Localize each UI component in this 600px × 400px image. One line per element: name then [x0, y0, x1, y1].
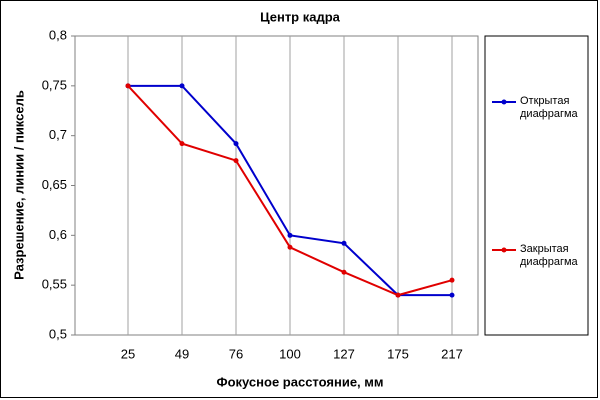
y-tick-label: 0,65 [42, 177, 67, 192]
y-tick-label: 0,75 [42, 77, 67, 92]
data-point [341, 240, 347, 246]
data-point [125, 83, 131, 89]
x-tick-label: 100 [279, 346, 301, 361]
legend-label: Открытая диафрагма [520, 95, 578, 120]
data-point [233, 158, 239, 164]
y-tick-label: 0,5 [49, 326, 67, 341]
x-tick-label: 127 [333, 346, 355, 361]
legend-marker [501, 247, 507, 253]
y-axis-label: Разрешение, линии / пиксель [11, 90, 26, 280]
data-point [233, 141, 239, 147]
y-tick-label: 0,7 [49, 127, 67, 142]
x-tick-label: 25 [121, 346, 135, 361]
data-point [287, 232, 293, 238]
data-point [449, 277, 455, 283]
x-tick-label: 49 [175, 346, 189, 361]
chart-title: Центр кадра [260, 9, 341, 24]
data-point [179, 83, 185, 89]
data-point [449, 292, 455, 298]
data-point [341, 269, 347, 275]
x-axis-label: Фокусное расстояние, мм [216, 374, 383, 389]
data-point [179, 141, 185, 147]
y-tick-label: 0,6 [49, 227, 67, 242]
data-point [287, 244, 293, 250]
legend-label: Закрытая диафрагма [520, 243, 578, 268]
y-tick-label: 0,55 [42, 277, 67, 292]
legend-marker [501, 99, 507, 105]
x-tick-label: 175 [387, 346, 409, 361]
legend-box [484, 35, 589, 336]
x-tick-label: 217 [441, 346, 463, 361]
y-tick-label: 0,8 [49, 27, 67, 42]
x-tick-label: 76 [229, 346, 243, 361]
data-point [395, 292, 401, 298]
